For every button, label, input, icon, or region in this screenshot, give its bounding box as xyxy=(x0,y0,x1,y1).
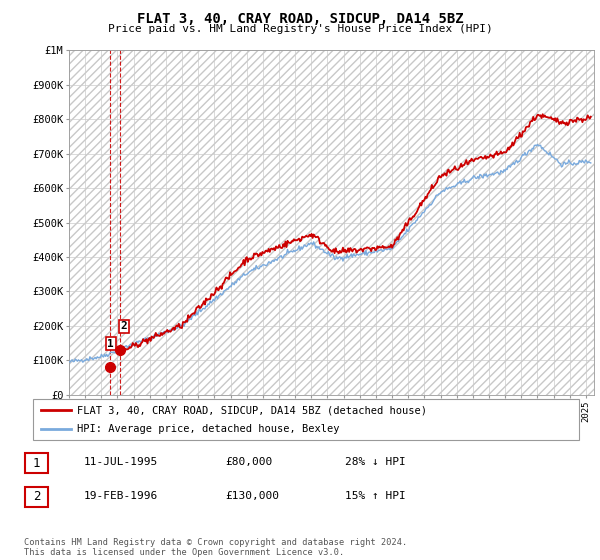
Text: Price paid vs. HM Land Registry's House Price Index (HPI): Price paid vs. HM Land Registry's House … xyxy=(107,24,493,34)
Text: HPI: Average price, detached house, Bexley: HPI: Average price, detached house, Bexl… xyxy=(77,424,339,433)
Text: 2: 2 xyxy=(121,321,127,332)
Text: 28% ↓ HPI: 28% ↓ HPI xyxy=(345,457,406,467)
Text: 19-FEB-1996: 19-FEB-1996 xyxy=(84,491,158,501)
Text: FLAT 3, 40, CRAY ROAD, SIDCUP, DA14 5BZ (detached house): FLAT 3, 40, CRAY ROAD, SIDCUP, DA14 5BZ … xyxy=(77,405,427,415)
Text: 15% ↑ HPI: 15% ↑ HPI xyxy=(345,491,406,501)
Text: 11-JUL-1995: 11-JUL-1995 xyxy=(84,457,158,467)
Text: Contains HM Land Registry data © Crown copyright and database right 2024.
This d: Contains HM Land Registry data © Crown c… xyxy=(24,538,407,557)
Text: 2: 2 xyxy=(33,490,40,503)
FancyBboxPatch shape xyxy=(25,453,48,473)
Text: £80,000: £80,000 xyxy=(225,457,272,467)
FancyBboxPatch shape xyxy=(25,487,48,507)
Text: FLAT 3, 40, CRAY ROAD, SIDCUP, DA14 5BZ: FLAT 3, 40, CRAY ROAD, SIDCUP, DA14 5BZ xyxy=(137,12,463,26)
Text: £130,000: £130,000 xyxy=(225,491,279,501)
Text: 1: 1 xyxy=(33,456,40,470)
FancyBboxPatch shape xyxy=(33,399,579,440)
Text: 1: 1 xyxy=(107,339,114,348)
